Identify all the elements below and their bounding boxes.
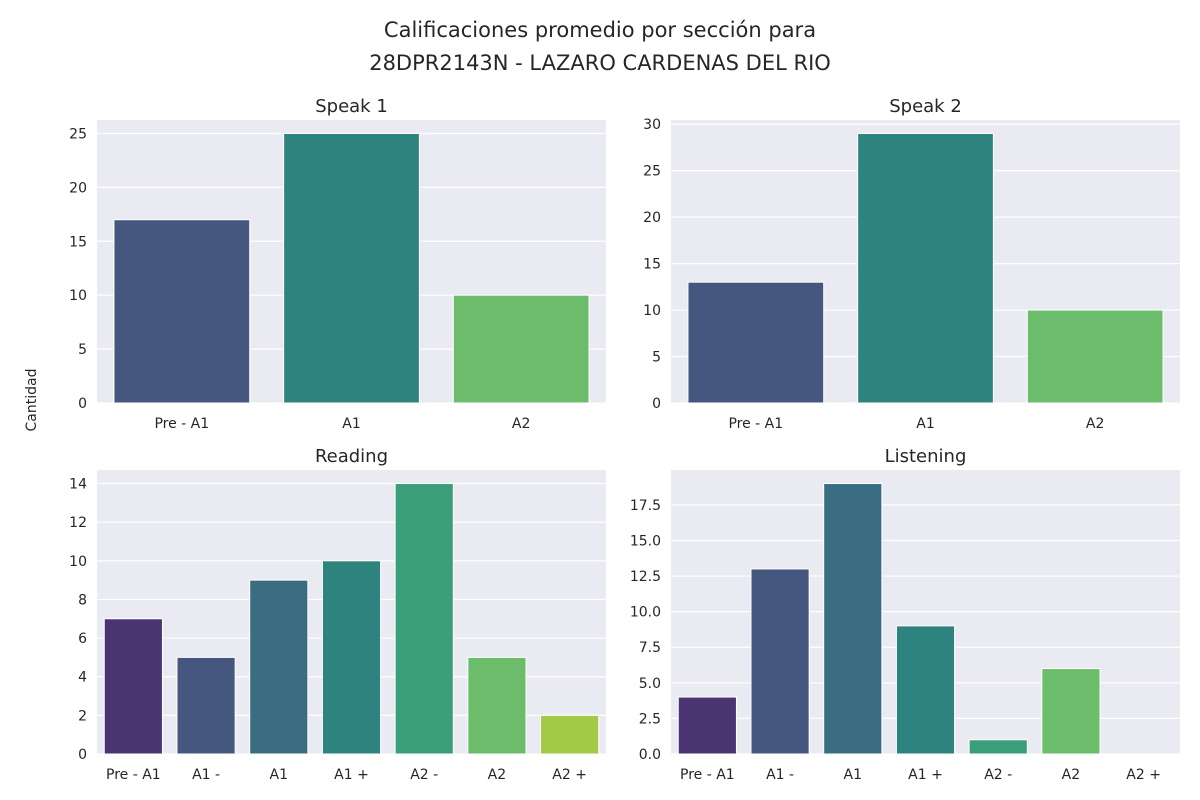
reading-bar-a1 <box>249 579 309 755</box>
speak-2-bar-a2 <box>1026 309 1164 404</box>
listening-bar-pre-a1 <box>677 696 737 755</box>
speak-2-x-tick-label: Pre - A1 <box>728 416 783 432</box>
reading-x-tick-label: A2 - <box>410 767 438 783</box>
speak-2-x-tick-label: A1 <box>916 416 934 432</box>
reading-y-tick-label: 4 <box>78 670 87 686</box>
listening-x-tick-label: A1 + <box>908 767 943 783</box>
listening-x-tick-label: A2 - <box>984 767 1012 783</box>
listening-title: Listening <box>885 446 967 467</box>
listening-bar-a2 <box>968 739 1028 755</box>
chart-speak-2: 0 5 10 15 20 25 30 Pre - A1 A1 A2 Speak 2 <box>643 96 1180 432</box>
listening-bar-a1 <box>750 568 810 755</box>
reading-y-tick-label: 10 <box>69 554 87 570</box>
listening-y-tick-label: 5.0 <box>639 676 661 692</box>
speak-2-y-tick-label: 20 <box>643 210 661 226</box>
reading-x-tick-label: A1 + <box>334 767 369 783</box>
reading-bar-a1 <box>176 656 236 755</box>
reading-bar-a1-plus <box>321 560 382 755</box>
chart-reading: 0 2 4 6 8 10 12 14 Pre - A1 A1 - A1 A1 + A2 - A2 A2 + R… <box>69 446 606 783</box>
reading-y-tick-label: 12 <box>69 515 87 531</box>
speak-1-x-tick-label: A2 <box>512 416 530 432</box>
listening-y-tick-label: 7.5 <box>639 640 661 656</box>
reading-bar-pre-a1 <box>103 618 163 755</box>
listening-y-tick-label: 10.0 <box>630 605 661 621</box>
listening-x-tick-label: Pre - A1 <box>680 767 735 783</box>
reading-bar-a2-plus <box>540 714 600 755</box>
reading-title: Reading <box>315 446 388 467</box>
speak-1-x-tick-label: A1 <box>342 416 360 432</box>
reading-y-tick-label: 0 <box>78 747 87 763</box>
speak-2-bar-pre-a1 <box>687 281 825 404</box>
speak-2-y-tick-label: 0 <box>652 396 661 412</box>
speak-2-y-tick-label: 25 <box>643 164 661 180</box>
speak-1-x-tick-label: Pre - A1 <box>154 416 209 432</box>
reading-x-tick-label: A1 - <box>192 767 220 783</box>
listening-x-tick-label: A1 <box>844 767 862 783</box>
reading-bar-a2 <box>467 656 527 755</box>
listening-x-tick-label: A1 - <box>766 767 794 783</box>
speak-1-title: Speak 1 <box>315 96 388 117</box>
reading-bar-a2 <box>394 483 454 755</box>
listening-x-tick-label: A2 + <box>1126 767 1161 783</box>
speak-2-bar-a1 <box>857 132 994 404</box>
listening-bar-a2 <box>1041 668 1101 755</box>
speak-1-y-tick-label: 10 <box>69 288 87 304</box>
speak-1-bar-a1 <box>283 132 420 404</box>
speak-1-y-tick-label: 15 <box>69 234 87 250</box>
listening-y-tick-label: 15.0 <box>630 533 661 549</box>
listening-y-tick-label: 17.5 <box>630 498 661 514</box>
speak-2-y-tick-label: 5 <box>652 350 661 366</box>
chart-speak-1: 0 5 10 15 20 25 Pre - A1 A1 A2 Speak 1 <box>69 96 606 432</box>
chart-listening: 0.0 2.5 5.0 7.5 10.0 12.5 15.0 17.5 Pre - A1 A1 -… <box>630 446 1180 783</box>
speak-2-y-tick-label: 10 <box>643 303 661 319</box>
figure-title: Calificaciones promedio por sección para… <box>0 14 1200 79</box>
listening-y-tick-label: 2.5 <box>639 711 661 727</box>
reading-x-tick-label: A1 <box>270 767 288 783</box>
reading-x-tick-label: A2 <box>488 767 506 783</box>
listening-y-tick-label: 12.5 <box>630 569 661 585</box>
speak-2-y-tick-label: 15 <box>643 257 661 273</box>
listening-bar-a1 <box>823 483 883 755</box>
speak-1-y-tick-label: 25 <box>69 126 87 142</box>
listening-y-tick-label: 0.0 <box>639 747 661 763</box>
speak-1-y-tick-label: 0 <box>78 396 87 412</box>
speak-1-y-tick-label: 20 <box>69 180 87 196</box>
reading-y-tick-label: 8 <box>78 592 87 608</box>
speak-2-title: Speak 2 <box>889 96 962 117</box>
speak-2-y-tick-label: 30 <box>643 117 661 133</box>
figure-title-line-2: 28DPR2143N - LAZARO CARDENAS DEL RIO <box>369 50 831 75</box>
speak-2-x-tick-label: A2 <box>1086 416 1104 432</box>
reading-y-tick-label: 6 <box>78 631 87 647</box>
speak-1-bar-a2 <box>452 294 590 404</box>
speak-1-y-tick-label: 5 <box>78 342 87 358</box>
listening-bar-a1-plus <box>895 625 956 755</box>
reading-x-tick-label: Pre - A1 <box>106 767 161 783</box>
reading-x-tick-label: A2 + <box>552 767 587 783</box>
reading-y-tick-label: 14 <box>69 477 87 493</box>
reading-y-tick-label: 2 <box>78 708 87 724</box>
figure-title-line-1: Calificaciones promedio por sección para <box>383 18 817 42</box>
listening-x-tick-label: A2 <box>1062 767 1080 783</box>
speak-1-bar-pre-a1 <box>113 219 251 404</box>
